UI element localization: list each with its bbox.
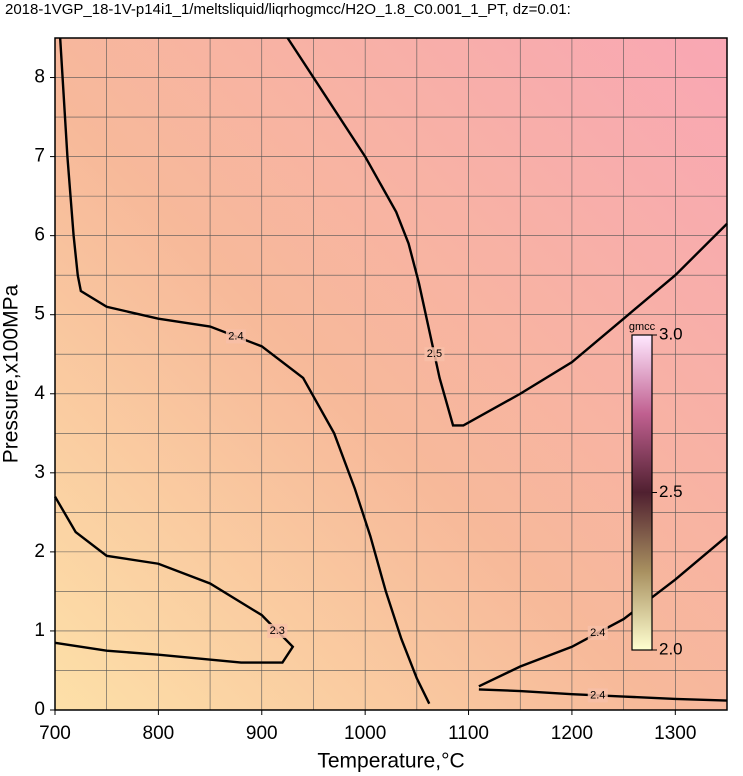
contour-label-bg xyxy=(587,625,608,640)
contour-line xyxy=(286,37,728,427)
y-tick-label: 0 xyxy=(34,699,45,720)
y-tick-label: 1 xyxy=(34,620,45,641)
x-tick-label: 900 xyxy=(246,723,278,744)
colorbar xyxy=(631,334,653,651)
plot-frame xyxy=(54,37,728,711)
y-tick-label: 3 xyxy=(34,462,45,483)
contour-label: 2.4 xyxy=(590,689,605,701)
colorbar-tick-label: 2.5 xyxy=(659,482,683,501)
x-tick-label: 700 xyxy=(39,723,71,744)
colorbar-title: gmcc xyxy=(629,321,656,333)
contour-label: 2.4 xyxy=(228,330,243,342)
x-tick-label: 1100 xyxy=(448,723,489,744)
y-tick-label: 2 xyxy=(34,541,45,562)
contour-label-bg xyxy=(267,623,288,638)
chart-title: 2018-1VGP_18-1V-p14i1_1/meltsliquid/liqr… xyxy=(5,1,571,18)
y-tick-label: 6 xyxy=(34,225,45,246)
contour-label-bg xyxy=(424,347,445,362)
contour-line xyxy=(58,37,431,705)
x-axis-title: Temperature,°C xyxy=(317,750,464,773)
x-tick-label: 1300 xyxy=(654,723,696,744)
x-tick-label: 800 xyxy=(143,723,175,744)
y-tick-label: 5 xyxy=(34,304,45,325)
y-tick-label: 8 xyxy=(34,67,45,88)
colorbar-tick-label: 3.0 xyxy=(659,324,683,343)
contour-label-bg xyxy=(225,329,246,344)
plot-background xyxy=(55,38,727,710)
contour-label: 2.3 xyxy=(270,625,285,637)
y-tick-label: 4 xyxy=(34,383,45,404)
contour-label-bg xyxy=(587,688,608,703)
colorbar-tick-label: 2.0 xyxy=(659,639,683,658)
x-tick-label: 1200 xyxy=(551,723,593,744)
y-axis-title: Pressure,x100MPa xyxy=(0,284,23,463)
contour-label: 2.5 xyxy=(427,348,442,360)
y-tick-label: 7 xyxy=(34,146,45,167)
contour-label: 2.4 xyxy=(590,627,605,639)
x-tick-label: 1000 xyxy=(344,723,386,744)
